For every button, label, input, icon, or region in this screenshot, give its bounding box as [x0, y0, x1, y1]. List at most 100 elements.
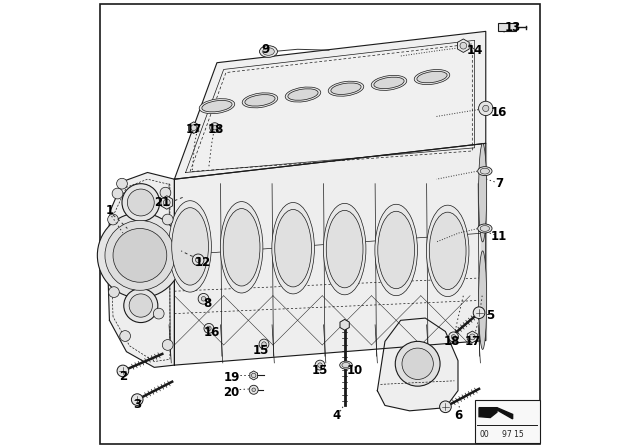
Circle shape	[113, 228, 167, 282]
Ellipse shape	[262, 48, 275, 55]
Circle shape	[440, 401, 451, 413]
Ellipse shape	[426, 205, 469, 297]
Circle shape	[473, 307, 485, 319]
Ellipse shape	[429, 212, 466, 289]
Ellipse shape	[220, 202, 263, 293]
Text: 1: 1	[106, 204, 113, 217]
Circle shape	[97, 213, 182, 298]
Ellipse shape	[199, 99, 235, 114]
Text: 97 15: 97 15	[502, 430, 524, 439]
Circle shape	[108, 214, 118, 225]
Ellipse shape	[479, 143, 486, 242]
Circle shape	[451, 335, 456, 339]
Text: 16: 16	[491, 106, 508, 120]
Text: 2: 2	[119, 370, 127, 383]
Text: 3: 3	[134, 397, 141, 411]
Ellipse shape	[374, 77, 404, 89]
Circle shape	[127, 189, 154, 216]
Circle shape	[124, 289, 158, 323]
Circle shape	[212, 125, 217, 130]
Circle shape	[131, 394, 143, 405]
Circle shape	[449, 332, 458, 342]
Circle shape	[210, 123, 220, 133]
Ellipse shape	[342, 362, 350, 368]
Text: 16: 16	[204, 326, 220, 339]
Polygon shape	[497, 408, 513, 419]
Circle shape	[192, 254, 204, 266]
Ellipse shape	[378, 211, 415, 289]
Ellipse shape	[417, 71, 447, 83]
Text: 20: 20	[223, 386, 240, 400]
Ellipse shape	[285, 87, 321, 102]
Circle shape	[195, 257, 201, 263]
Text: 10: 10	[347, 364, 363, 377]
Polygon shape	[174, 31, 486, 179]
Circle shape	[207, 326, 211, 331]
Ellipse shape	[172, 208, 209, 285]
Text: 19: 19	[223, 370, 240, 384]
Circle shape	[460, 42, 467, 49]
Ellipse shape	[275, 210, 312, 287]
Text: 17: 17	[464, 335, 481, 348]
Text: 6: 6	[454, 409, 462, 422]
Circle shape	[160, 187, 171, 198]
Text: 21: 21	[154, 196, 170, 209]
Ellipse shape	[477, 224, 492, 233]
Text: 14: 14	[467, 43, 483, 57]
Circle shape	[259, 339, 269, 349]
Text: 15: 15	[253, 344, 269, 357]
Text: 13: 13	[504, 21, 521, 34]
Text: 4: 4	[333, 409, 341, 422]
Ellipse shape	[479, 251, 486, 349]
Circle shape	[483, 105, 489, 112]
Circle shape	[112, 188, 123, 199]
Text: 17: 17	[186, 123, 202, 137]
Ellipse shape	[480, 226, 490, 232]
Polygon shape	[174, 143, 486, 365]
Circle shape	[479, 101, 493, 116]
Ellipse shape	[223, 209, 260, 286]
Circle shape	[402, 348, 433, 379]
Ellipse shape	[375, 204, 417, 296]
Circle shape	[469, 334, 476, 340]
Circle shape	[163, 199, 170, 206]
Ellipse shape	[260, 46, 278, 57]
Ellipse shape	[480, 168, 490, 174]
Circle shape	[396, 341, 440, 386]
Circle shape	[315, 360, 325, 370]
Polygon shape	[481, 143, 486, 340]
Ellipse shape	[371, 75, 407, 90]
Ellipse shape	[169, 201, 211, 292]
Circle shape	[252, 388, 255, 392]
Text: 18: 18	[208, 123, 224, 137]
Ellipse shape	[331, 83, 361, 95]
Circle shape	[109, 287, 119, 297]
Text: 12: 12	[195, 255, 211, 269]
Bar	[475, 400, 540, 443]
Circle shape	[154, 308, 164, 319]
Ellipse shape	[323, 203, 366, 295]
Polygon shape	[378, 318, 458, 411]
Circle shape	[249, 385, 258, 394]
Ellipse shape	[288, 89, 318, 100]
Text: 00: 00	[480, 430, 490, 439]
Circle shape	[120, 331, 131, 341]
Circle shape	[163, 340, 173, 350]
Text: 8: 8	[203, 297, 211, 310]
Ellipse shape	[242, 93, 278, 108]
Ellipse shape	[328, 81, 364, 96]
Ellipse shape	[414, 69, 450, 85]
Text: 18: 18	[444, 335, 460, 348]
Text: 9: 9	[261, 43, 269, 56]
Circle shape	[191, 125, 196, 131]
Circle shape	[117, 365, 129, 377]
Circle shape	[116, 178, 127, 189]
Ellipse shape	[245, 95, 275, 106]
Polygon shape	[108, 172, 174, 367]
Circle shape	[122, 184, 159, 221]
Circle shape	[201, 297, 206, 301]
Circle shape	[198, 293, 209, 304]
Text: 11: 11	[491, 230, 508, 243]
Circle shape	[105, 220, 175, 290]
Circle shape	[129, 294, 152, 317]
